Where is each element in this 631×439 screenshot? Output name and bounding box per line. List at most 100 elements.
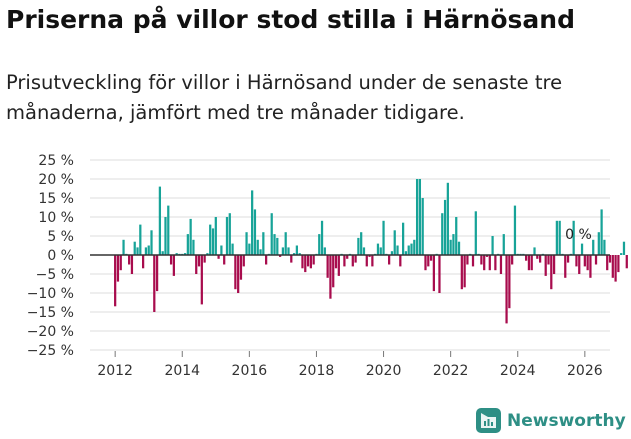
bar (223, 255, 226, 265)
bar (530, 255, 533, 271)
bar (578, 255, 581, 274)
y-tick-label: −20 % (27, 324, 74, 340)
y-tick-label: 0 % (47, 248, 74, 264)
bar (183, 253, 187, 255)
bar (396, 245, 399, 255)
bar (502, 234, 505, 255)
bar (525, 255, 528, 261)
bar (326, 255, 329, 278)
bar (480, 255, 483, 265)
bar (592, 239, 595, 255)
bar (611, 255, 614, 278)
bar (443, 199, 447, 255)
bar (142, 255, 145, 269)
bar (242, 255, 245, 267)
bar (625, 255, 628, 269)
bar (368, 255, 371, 257)
bar (429, 255, 433, 261)
bar (452, 234, 455, 255)
y-tick-label: −15 % (27, 305, 74, 321)
bar (245, 232, 248, 255)
bar (371, 255, 374, 267)
bar (407, 245, 410, 255)
bar (424, 255, 427, 271)
bar (608, 255, 612, 263)
bar (253, 209, 257, 255)
bar (550, 255, 553, 290)
bar (455, 217, 458, 255)
bar (491, 236, 494, 255)
y-tick-label: 15 % (38, 191, 74, 207)
bar (228, 213, 231, 255)
bar (211, 228, 215, 255)
bar (410, 243, 413, 255)
bar (499, 255, 503, 274)
bar (538, 255, 542, 263)
bar (379, 247, 382, 255)
bar (564, 255, 567, 278)
bar (290, 255, 293, 263)
bar (248, 243, 251, 255)
bar (287, 247, 290, 255)
newsworthy-logo[interactable]: Newsworthy (476, 408, 626, 433)
bar (449, 239, 452, 255)
bar (203, 255, 206, 263)
bar (306, 255, 310, 267)
bar (251, 190, 254, 255)
bar (334, 255, 338, 269)
bar (583, 255, 586, 267)
bar (298, 253, 301, 255)
bar (122, 239, 125, 255)
brand-name: Newsworthy (507, 410, 626, 431)
x-tick-label: 2014 (164, 363, 200, 379)
bar (284, 232, 287, 255)
x-axis: 2012 2014 2016 2018 2020 2022 2024 2026 (97, 351, 603, 379)
bar (130, 255, 134, 274)
bar (388, 255, 391, 265)
bar (155, 255, 159, 292)
bar (273, 234, 276, 255)
bar (256, 239, 259, 255)
bar (197, 255, 201, 267)
bar (147, 245, 150, 255)
bar (600, 209, 603, 255)
bar (337, 255, 340, 276)
x-tick-label: 2012 (97, 363, 133, 379)
bar (446, 182, 449, 255)
bar (376, 243, 380, 255)
bar (323, 247, 326, 255)
bar (463, 255, 466, 288)
bar (589, 255, 592, 278)
bar (457, 241, 461, 255)
bar (555, 220, 558, 255)
y-tick-label: −5 % (36, 267, 74, 283)
bar (139, 224, 142, 255)
bar (552, 255, 556, 274)
bar (432, 255, 435, 292)
bar (309, 255, 312, 269)
bar (209, 224, 212, 255)
bar (544, 255, 547, 276)
bar (351, 255, 354, 267)
bar (150, 230, 153, 255)
bar (547, 255, 550, 265)
bar (276, 237, 279, 255)
bar (153, 255, 156, 312)
bar (195, 255, 198, 274)
bar (161, 251, 164, 255)
bar (404, 251, 408, 255)
bars (114, 179, 628, 324)
bar (158, 186, 162, 255)
bar (312, 255, 315, 265)
bar (606, 255, 609, 271)
bar (466, 255, 469, 265)
bar (365, 255, 368, 267)
bar (622, 241, 626, 255)
bar (116, 255, 120, 282)
bar (566, 255, 570, 263)
bar (234, 255, 237, 290)
bar (278, 255, 282, 257)
bar (265, 255, 268, 265)
bar (474, 211, 477, 255)
